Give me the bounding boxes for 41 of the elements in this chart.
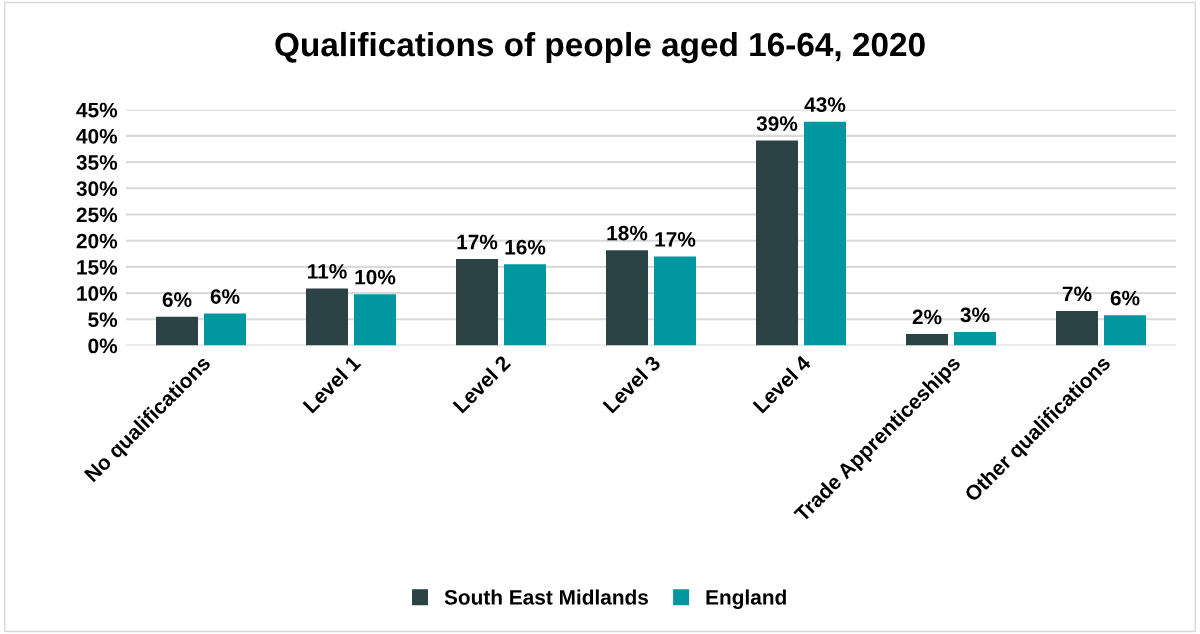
data-label: 43% <box>804 97 846 113</box>
y-tick-label: 20% <box>76 233 118 249</box>
legend-label: South East Midlands <box>444 589 649 605</box>
y-tick-label: 45% <box>76 102 118 118</box>
bar <box>906 334 948 346</box>
data-label: 10% <box>355 269 396 285</box>
data-label: 16% <box>505 239 546 255</box>
y-tick-label: 40% <box>76 128 118 144</box>
data-label: 11% <box>308 264 347 279</box>
bar <box>954 331 996 346</box>
data-label: 3% <box>960 307 990 323</box>
data-label: 6% <box>162 292 192 308</box>
bar <box>606 250 648 346</box>
data-label: 6% <box>1110 290 1140 306</box>
bar <box>504 264 546 346</box>
y-tick-label: 15% <box>77 259 118 275</box>
y-tick-label: 10% <box>77 286 118 301</box>
data-label: 18% <box>607 225 648 241</box>
bar <box>1056 310 1098 346</box>
bar <box>354 294 396 346</box>
bar <box>156 316 198 346</box>
data-label: 6% <box>210 289 240 304</box>
bar <box>654 256 696 346</box>
data-label: 7% <box>1062 286 1092 302</box>
bar <box>756 140 798 346</box>
y-tick-label: 5% <box>88 312 118 328</box>
y-tick-label: 25% <box>76 207 118 223</box>
legend-label: England <box>706 589 786 609</box>
y-tick-label: 35% <box>76 155 118 170</box>
bar <box>306 288 348 346</box>
data-label: 17% <box>457 234 498 250</box>
bar <box>1104 315 1146 346</box>
bar <box>204 313 246 346</box>
y-tick-label: 30% <box>76 181 118 197</box>
data-label: 17% <box>655 232 696 247</box>
bar <box>456 259 498 346</box>
chart-title: Qualifications of people aged 16-64, 2020 <box>275 31 925 64</box>
data-label: 39% <box>756 116 798 131</box>
data-label: 2% <box>912 309 942 325</box>
bar <box>804 121 846 346</box>
y-tick-label: 0% <box>88 338 118 354</box>
